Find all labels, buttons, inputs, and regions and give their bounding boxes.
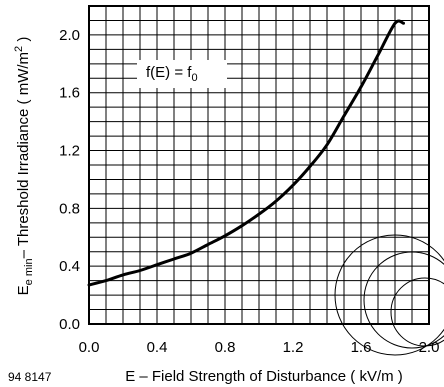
annotation-background	[137, 60, 227, 88]
y-tick-labels: 0.0 0.4 0.8 1.2 1.6 2.0	[59, 27, 80, 333]
x-tick-label: 0.4	[147, 339, 168, 356]
x-tick-label: 0.8	[215, 339, 236, 356]
x-tick-label: 1.2	[283, 339, 304, 356]
figure-id: 94 8147	[8, 370, 52, 384]
plot-area-frame	[88, 5, 430, 325]
decorative-overlay-circles	[334, 234, 444, 356]
x-axis-title: E – Field Strength of Disturbance ( kV/m…	[125, 368, 403, 385]
y-axis-title: Ee min– Threshold Irradiance ( mW/m2 )	[13, 37, 35, 296]
threshold-curve-series	[87, 19, 405, 287]
y-tick-label: 1.2	[59, 143, 80, 160]
y-tick-label: 0.0	[59, 316, 80, 333]
x-tick-labels: 0.0 0.4 0.8 1.2 1.6 2.0	[79, 339, 440, 356]
annotation-label: f(E) = f0	[146, 64, 198, 84]
y-tick-label: 2.0	[59, 27, 80, 44]
x-tick-label: 1.6	[351, 339, 372, 356]
x-tick-label: 0.0	[79, 339, 100, 356]
y-tick-label: 1.6	[59, 85, 80, 102]
x-tick-label: 2.0	[419, 339, 440, 356]
y-tick-label: 0.8	[59, 200, 80, 217]
y-tick-label: 0.4	[59, 258, 80, 275]
